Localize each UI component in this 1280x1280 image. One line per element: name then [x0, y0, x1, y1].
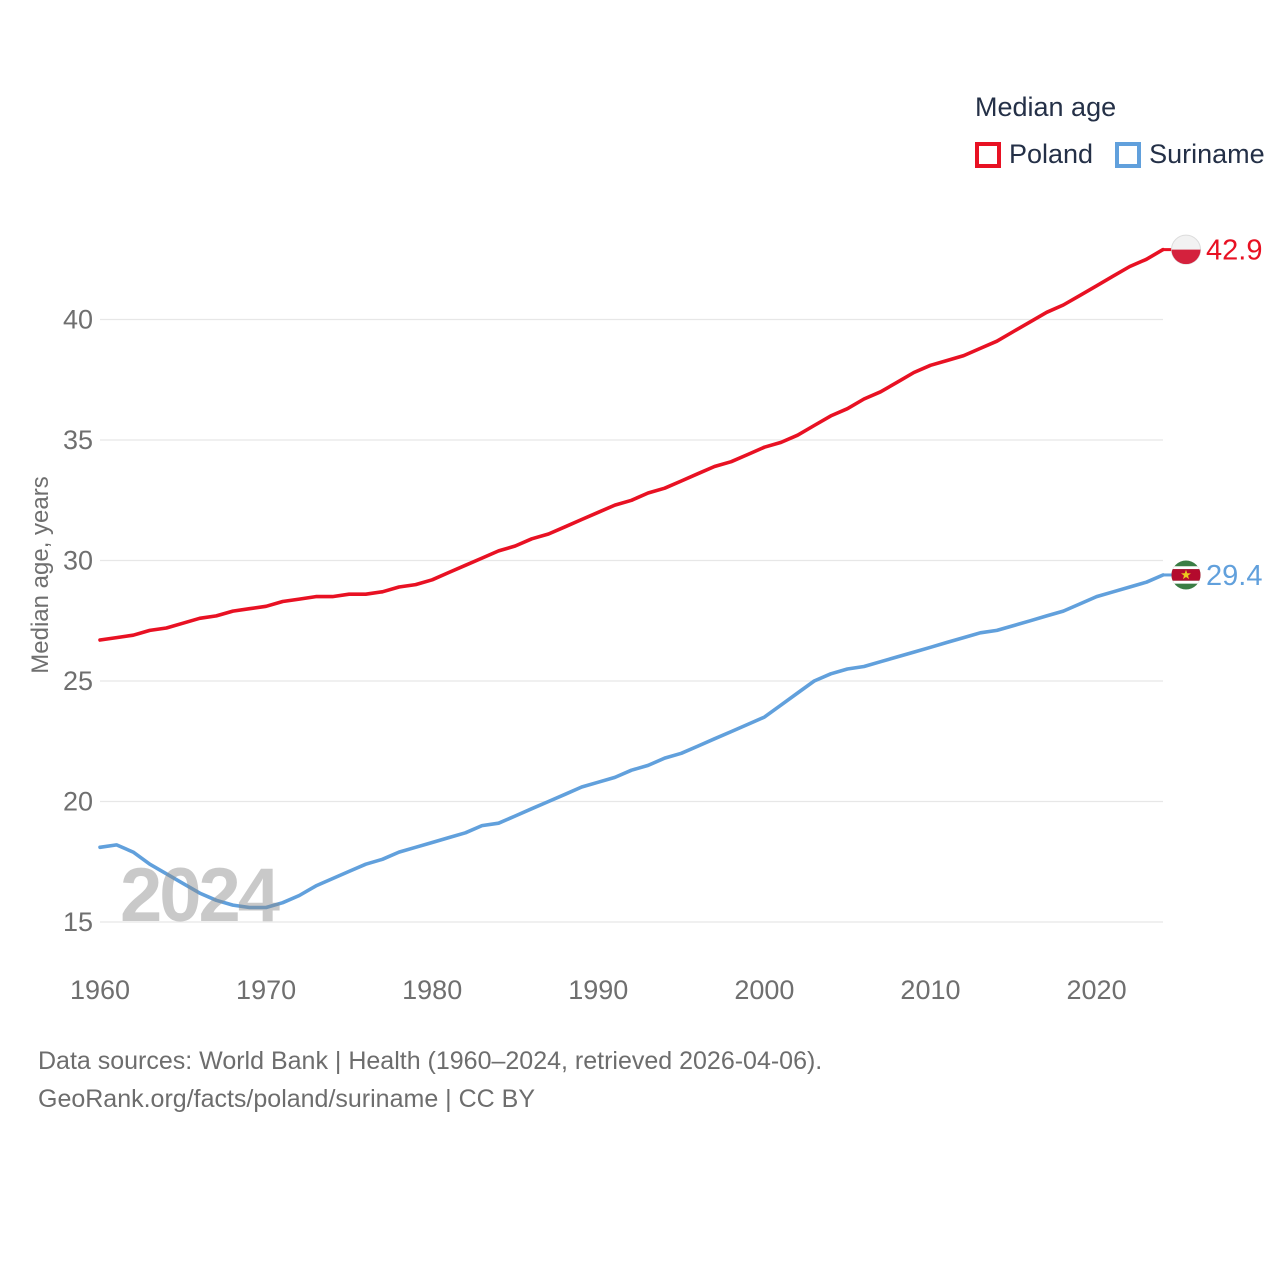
- y-tick-label: 40: [63, 305, 93, 335]
- footer-data-sources: Data sources: World Bank | Health (1960–…: [38, 1047, 823, 1075]
- y-axis-title: Median age, years: [27, 476, 54, 673]
- x-tick-label: 1990: [568, 975, 628, 1005]
- chart-footer: Data sources: World Bank | Health (1960–…: [38, 1042, 822, 1118]
- y-tick-label: 15: [63, 907, 93, 937]
- suriname-line: [98, 573, 1165, 910]
- x-tick-label: 1970: [236, 975, 296, 1005]
- median-age-chart: 15 20 25 30 35 40 1960 1970 1980 1990 2000 2010 2020…: [27, 234, 1262, 1005]
- legend-item-poland[interactable]: Poland: [975, 139, 1093, 170]
- legend-label-suriname: Suriname: [1149, 139, 1265, 170]
- poland-end-value: 42.9: [1206, 235, 1262, 267]
- x-tick-label: 1960: [70, 975, 130, 1005]
- footer-attribution-link[interactable]: GeoRank.org/facts/poland/suriname | CC B…: [38, 1085, 536, 1113]
- x-tick-label: 2020: [1067, 975, 1127, 1005]
- poland-flag-icon: [1171, 234, 1201, 265]
- legend-label-poland: Poland: [1009, 139, 1094, 170]
- poland-line: [98, 247, 1165, 642]
- x-tick-label: 2010: [900, 975, 960, 1005]
- legend-title: Median age: [975, 92, 1117, 122]
- suriname-end-value: 29.4: [1206, 560, 1262, 592]
- y-tick-label: 35: [63, 425, 93, 455]
- suriname-flag-icon: [1171, 560, 1201, 590]
- y-tick-label: 30: [63, 546, 93, 576]
- legend: Median age Poland Suriname: [975, 92, 1265, 170]
- poland-swatch-icon: [975, 141, 1001, 168]
- x-tick-label: 1980: [402, 975, 462, 1005]
- year-watermark: 2024: [120, 853, 280, 938]
- legend-item-suriname[interactable]: Suriname: [1115, 139, 1265, 170]
- y-tick-label: 25: [63, 666, 93, 696]
- x-tick-label: 2000: [734, 975, 794, 1005]
- suriname-swatch-icon: [1115, 141, 1142, 168]
- legend-items: Poland Suriname: [975, 139, 1265, 170]
- y-tick-label: 20: [63, 787, 93, 817]
